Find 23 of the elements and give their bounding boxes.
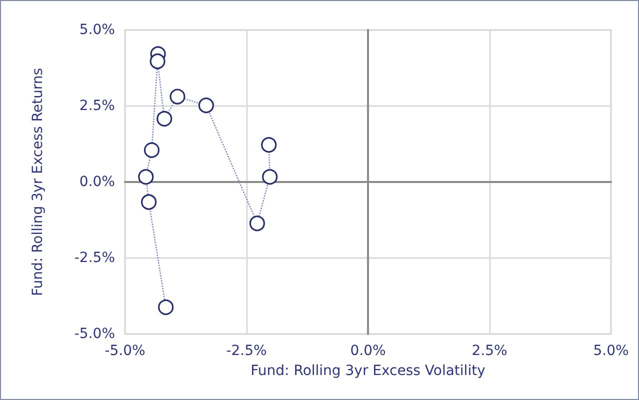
- point: [262, 169, 278, 185]
- y-tick-label: 2.5%: [79, 98, 115, 114]
- point: [138, 169, 154, 185]
- y-tick-label: 5.0%: [79, 22, 115, 38]
- point: [144, 142, 160, 158]
- point: [150, 54, 166, 70]
- point: [170, 88, 186, 104]
- y-tick-label: 0.0%: [79, 174, 115, 190]
- point: [249, 216, 265, 232]
- point: [158, 299, 174, 316]
- x-tick-label: -5.0%: [104, 343, 146, 359]
- y-tick-label: -2.5%: [74, 250, 115, 266]
- point: [141, 194, 157, 210]
- x-tick-label: 0.0%: [350, 343, 386, 359]
- y-axis-title: Fund: Rolling 3yr Excess Returns: [30, 68, 46, 296]
- x-tick-label: 5.0%: [593, 343, 629, 359]
- x-tick-label: 2.5%: [472, 343, 508, 359]
- point: [198, 98, 214, 114]
- x-tick-label: -2.5%: [226, 343, 267, 359]
- point: [261, 137, 277, 153]
- x-axis-title: Fund: Rolling 3yr Excess Volatility: [250, 363, 486, 379]
- point: [156, 110, 172, 127]
- y-tick-label: -5.0%: [74, 326, 115, 342]
